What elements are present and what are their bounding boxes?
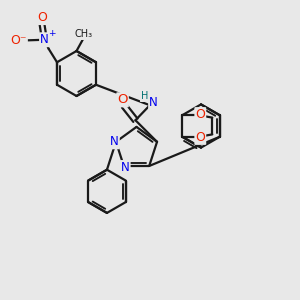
Text: N: N	[121, 161, 130, 174]
Text: N: N	[40, 33, 49, 46]
Text: O: O	[117, 93, 128, 106]
Text: O: O	[195, 108, 205, 121]
Text: H: H	[141, 91, 148, 101]
Text: O: O	[37, 11, 47, 24]
Text: N: N	[149, 96, 158, 109]
Text: CH₃: CH₃	[75, 29, 93, 40]
Text: N: N	[110, 135, 119, 148]
Text: +: +	[48, 28, 56, 38]
Text: O: O	[195, 131, 205, 144]
Text: O⁻: O⁻	[11, 34, 27, 47]
